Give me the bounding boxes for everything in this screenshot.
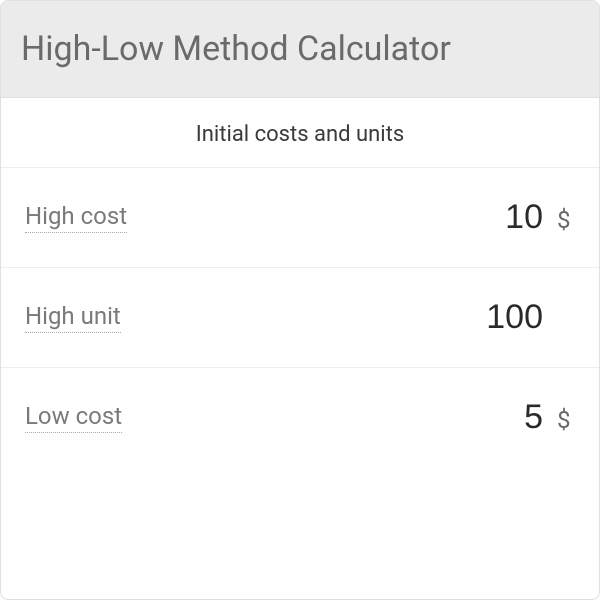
high-unit-value-group: $ bbox=[423, 298, 575, 337]
input-row-high-unit: High unit $ bbox=[1, 267, 599, 367]
low-cost-input[interactable] bbox=[423, 398, 543, 437]
high-unit-label[interactable]: High unit bbox=[25, 302, 121, 333]
low-cost-value-group: $ bbox=[423, 398, 575, 437]
low-cost-unit[interactable]: $ bbox=[557, 406, 575, 434]
calculator-container: High-Low Method Calculator Initial costs… bbox=[0, 0, 600, 600]
calculator-body: Initial costs and units High cost $ High… bbox=[1, 98, 599, 467]
high-unit-input[interactable] bbox=[423, 298, 543, 337]
input-row-high-cost: High cost $ bbox=[1, 167, 599, 267]
page-title: High-Low Method Calculator bbox=[21, 29, 579, 69]
low-cost-label[interactable]: Low cost bbox=[25, 402, 122, 433]
calculator-header: High-Low Method Calculator bbox=[1, 1, 599, 98]
input-row-low-cost: Low cost $ bbox=[1, 367, 599, 467]
high-cost-input[interactable] bbox=[423, 198, 543, 237]
high-cost-unit[interactable]: $ bbox=[557, 206, 575, 234]
high-cost-value-group: $ bbox=[423, 198, 575, 237]
section-heading: Initial costs and units bbox=[1, 98, 599, 167]
high-cost-label[interactable]: High cost bbox=[25, 202, 127, 233]
